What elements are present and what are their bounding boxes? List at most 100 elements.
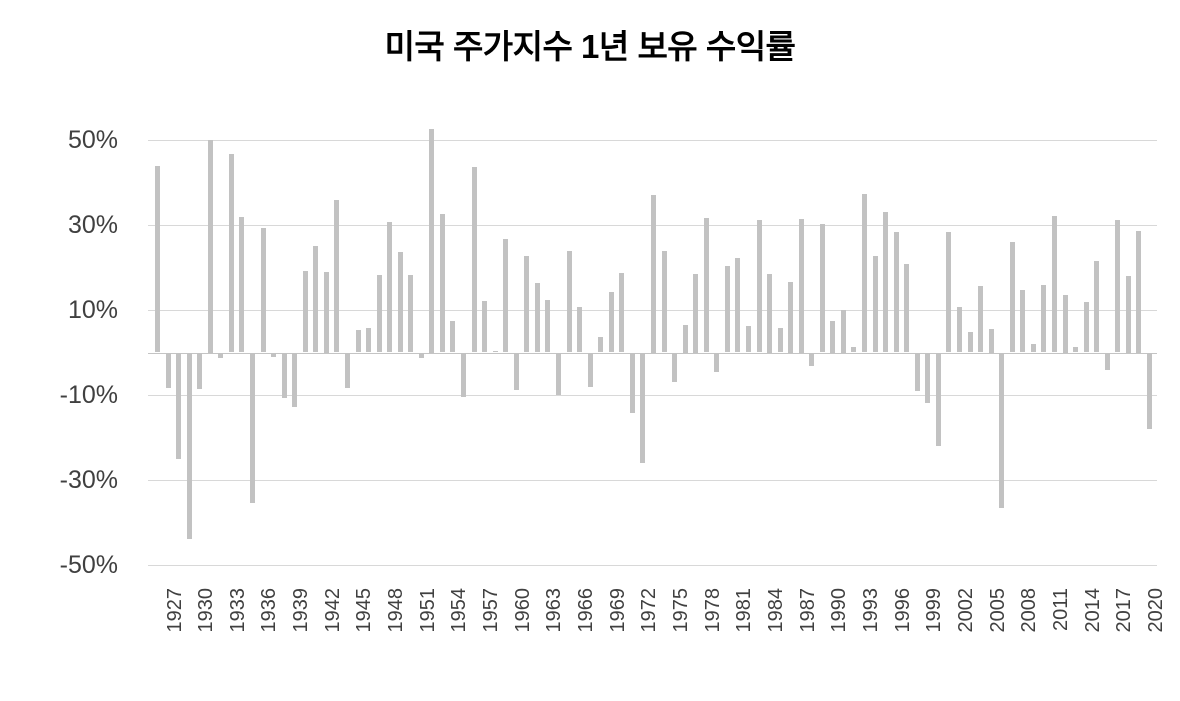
- bar-2000: [925, 352, 931, 404]
- bar-2019: [1125, 276, 1131, 353]
- y-tick-label-30%: 30%: [67, 211, 118, 239]
- bar-1945: [344, 352, 350, 389]
- bar-1987: [788, 282, 794, 353]
- bar-1986: [777, 327, 783, 353]
- x-tick-label-1999: 1999: [923, 588, 946, 633]
- bar-1981: [724, 265, 730, 353]
- x-tick-label-2011: 2011: [1049, 588, 1072, 632]
- x-tick-label-1996: 1996: [891, 588, 914, 633]
- x-tick-label-1975: 1975: [670, 588, 693, 633]
- bar-1972: [629, 352, 635, 414]
- bar-2008: [1009, 242, 1015, 353]
- bar-1950: [397, 251, 403, 353]
- x-tick-label-2005: 2005: [986, 588, 1009, 633]
- bar-1993: [851, 346, 857, 353]
- bar-2010: [1030, 343, 1036, 353]
- bar-1954: [439, 213, 445, 353]
- x-tick-label-1966: 1966: [575, 588, 598, 633]
- bar-1949: [387, 221, 393, 353]
- x-tick-label-1990: 1990: [828, 588, 851, 633]
- bar-1980: [714, 352, 720, 373]
- bar-1931: [197, 352, 203, 390]
- bar-1962: [524, 256, 530, 353]
- bar-1957: [471, 166, 477, 353]
- bar-2013: [1062, 295, 1068, 353]
- x-tick-label-1942: 1942: [321, 588, 344, 633]
- bar-2006: [988, 329, 994, 353]
- bar-1990: [819, 224, 825, 353]
- bar-1960: [503, 239, 509, 353]
- bar-1934: [228, 154, 234, 353]
- bar-1991: [830, 320, 836, 353]
- bar-1975: [661, 251, 667, 353]
- x-tick-label-1930: 1930: [195, 588, 218, 633]
- bar-1948: [376, 274, 382, 353]
- gridline--50: [148, 565, 1157, 566]
- gridline--30: [148, 480, 1157, 481]
- bar-1952: [418, 352, 424, 358]
- bar-1961: [513, 352, 519, 390]
- bar-1995: [872, 256, 878, 353]
- x-tick-label-1960: 1960: [511, 588, 534, 633]
- bar-1989: [809, 352, 815, 366]
- bar-1933: [218, 352, 224, 358]
- bar-1978: [693, 273, 699, 353]
- bar-1970: [608, 292, 614, 353]
- x-tick-label-1933: 1933: [226, 588, 249, 633]
- bar-1929: [176, 352, 182, 460]
- bar-1927: [155, 166, 160, 353]
- bar-1938: [271, 352, 277, 358]
- bar-1992: [840, 310, 846, 353]
- bar-1977: [682, 324, 688, 353]
- bar-1988: [798, 218, 804, 353]
- gridline--10: [148, 395, 1157, 396]
- x-tick-label-1984: 1984: [765, 588, 788, 633]
- x-tick-label-1987: 1987: [796, 588, 819, 633]
- bar-1946: [355, 330, 361, 353]
- bar-1942: [313, 245, 319, 353]
- bar-1967: [577, 306, 583, 353]
- bar-2002: [946, 231, 952, 353]
- bar-1944: [334, 200, 340, 353]
- bar-2020: [1136, 231, 1142, 353]
- plot-area: 50% 30% 10% -10% -30% -50% 1927 1930 1933 1936 19…: [60, 126, 1167, 633]
- bar-1979: [703, 217, 709, 353]
- x-tick-label-1939: 1939: [290, 588, 313, 633]
- bar-1932: [207, 140, 213, 353]
- bar-1958: [482, 301, 488, 353]
- bar-2016: [1094, 260, 1100, 353]
- y-tick-label--50%: -50%: [59, 551, 118, 579]
- x-tick-label-1993: 1993: [859, 588, 882, 633]
- bar-1994: [862, 194, 868, 353]
- x-tick-label-1957: 1957: [480, 588, 503, 633]
- bar-1971: [619, 272, 625, 353]
- bar-1964: [545, 299, 551, 353]
- bar-1985: [767, 273, 773, 353]
- x-tick-label-1963: 1963: [543, 588, 566, 633]
- bar-1984: [756, 219, 762, 353]
- bar-1930: [186, 352, 192, 539]
- bar-1966: [566, 251, 572, 353]
- x-tick-label-2008: 2008: [1018, 588, 1041, 633]
- bar-1941: [302, 270, 308, 353]
- y-tick-label--30%: -30%: [59, 466, 118, 494]
- bar-1968: [587, 352, 593, 388]
- bar-1969: [598, 337, 604, 353]
- bar-1982: [735, 257, 741, 353]
- x-tick-label-1948: 1948: [385, 588, 408, 633]
- x-tick-label-1969: 1969: [606, 588, 629, 633]
- x-tick-label-2020: 2020: [1144, 588, 1167, 633]
- zero-axis-line: [148, 352, 1157, 354]
- y-tick-label-10%: 10%: [67, 296, 118, 324]
- bar-1963: [534, 282, 540, 353]
- bar-1955: [450, 321, 456, 353]
- bar-1999: [914, 352, 920, 391]
- bar-2014: [1073, 346, 1079, 353]
- bar-1976: [672, 352, 678, 383]
- gridline-50: [148, 140, 1157, 141]
- y-tick-label-50%: 50%: [67, 126, 118, 154]
- bar-1998: [904, 263, 910, 353]
- x-tick-label-1945: 1945: [353, 588, 376, 633]
- bar-2007: [999, 352, 1005, 509]
